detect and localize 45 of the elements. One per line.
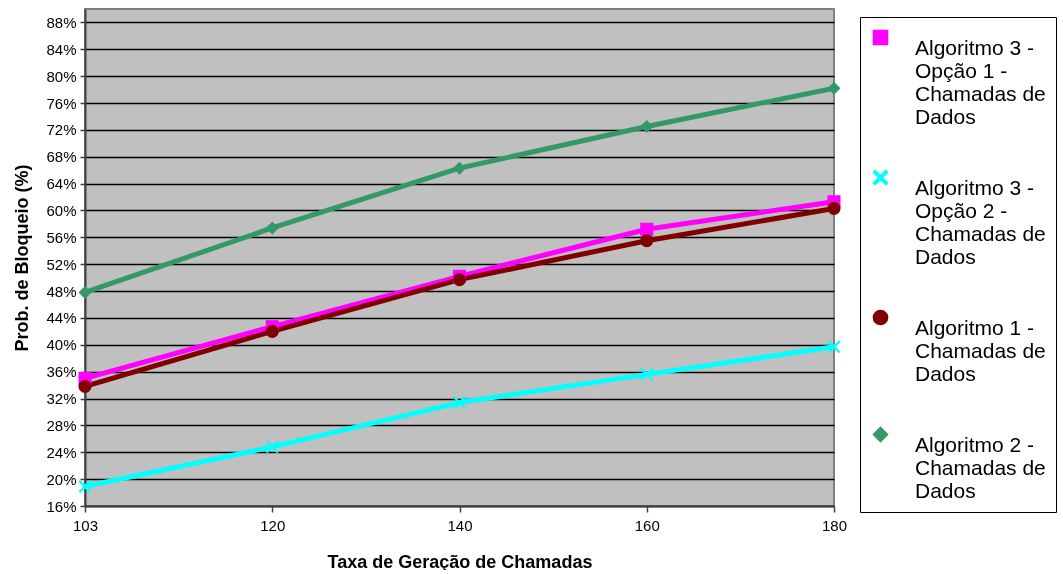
point bbox=[78, 285, 92, 299]
y-tick-label: 84% bbox=[46, 40, 77, 58]
y-tick-label: 48% bbox=[46, 282, 77, 300]
y-tick-label: 80% bbox=[46, 67, 77, 85]
legend-label: Algoritmo 3 - Opção 1 - Chamadas de Dados bbox=[915, 35, 1046, 128]
y-tick-label: 20% bbox=[46, 470, 77, 488]
y-tick-label: 36% bbox=[46, 363, 77, 381]
point bbox=[78, 379, 92, 393]
y-tick-label: 24% bbox=[46, 443, 77, 461]
legend-label: Algoritmo 2 - Chamadas de Dados bbox=[915, 432, 1046, 502]
point bbox=[640, 367, 654, 381]
x-tick-label: 120 bbox=[260, 516, 286, 534]
y-tick-label: 64% bbox=[46, 175, 77, 193]
legend-label: Algoritmo 3 - Opção 2 - Chamadas de Dados bbox=[915, 175, 1046, 268]
point bbox=[265, 324, 279, 338]
point bbox=[640, 222, 654, 236]
y-tick-label: 40% bbox=[46, 336, 77, 354]
y-tick-label: 88% bbox=[46, 13, 77, 31]
point bbox=[827, 340, 841, 354]
x-tick-label: 160 bbox=[634, 516, 660, 534]
point bbox=[827, 81, 841, 95]
x-tick-label: 140 bbox=[447, 516, 473, 534]
point bbox=[78, 480, 92, 494]
x-tick-label: 103 bbox=[72, 516, 99, 534]
point bbox=[265, 221, 279, 235]
y-tick-label: 52% bbox=[46, 255, 77, 273]
y-tick-label: 60% bbox=[46, 201, 77, 219]
y-tick-label: 76% bbox=[46, 94, 77, 112]
y-tick-label: 68% bbox=[46, 148, 77, 166]
point bbox=[452, 396, 467, 410]
y-tick-label: 16% bbox=[46, 497, 77, 515]
x-tick-label: 180 bbox=[821, 516, 848, 534]
y-tick-label: 44% bbox=[46, 309, 77, 327]
point bbox=[452, 161, 467, 175]
y-tick-label: 28% bbox=[46, 416, 77, 434]
y-tick-label: 32% bbox=[46, 390, 77, 408]
point bbox=[827, 201, 841, 215]
y-axis-title: Prob. de Bloqueio (%) bbox=[12, 164, 33, 352]
point bbox=[640, 234, 654, 248]
point bbox=[265, 440, 279, 454]
point bbox=[640, 120, 654, 134]
y-tick-label: 56% bbox=[46, 228, 77, 246]
y-tick-label: 72% bbox=[46, 121, 77, 139]
legend-label: Algoritmo 1 - Chamadas de Dados bbox=[915, 315, 1046, 385]
point bbox=[452, 273, 467, 287]
